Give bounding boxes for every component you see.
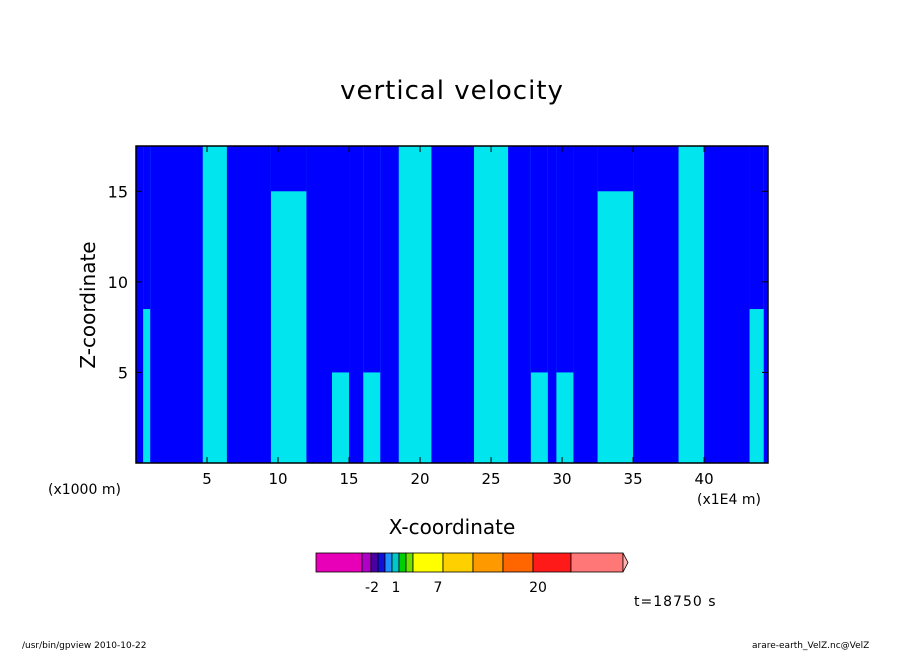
x-axis-unit-right: (x1E4 m) <box>697 492 761 508</box>
x-tick-label: 35 <box>624 470 643 488</box>
colorbar-cell <box>502 552 534 573</box>
plot-frame <box>135 145 769 464</box>
colorbar-cell <box>472 552 504 573</box>
colorbar-cell <box>570 552 624 573</box>
negative-region <box>431 146 475 463</box>
x-axis-label: X-coordinate <box>388 515 516 539</box>
negative-region <box>704 146 750 463</box>
colorbar-cell <box>384 552 393 573</box>
colorbar-arrow <box>622 552 629 573</box>
footer-file-info: arare-earth_VelZ.nc@VelZ <box>752 641 870 651</box>
negative-region <box>633 146 679 463</box>
x-tick-label: 5 <box>202 470 212 488</box>
colorbar-cell <box>405 552 414 573</box>
colorbar-cell <box>377 552 386 573</box>
negative-region <box>749 146 764 310</box>
footer-program-info: /usr/bin/gpview 2010-10-22 <box>22 641 147 651</box>
negative-region <box>363 146 381 373</box>
x-tick-label: 15 <box>339 470 358 488</box>
negative-region <box>763 146 768 463</box>
negative-region <box>508 146 531 463</box>
negative-region <box>349 146 364 463</box>
time-label: t=18750 s <box>634 594 717 610</box>
negative-region <box>331 146 350 373</box>
x-tick-label: 40 <box>695 470 714 488</box>
negative-region <box>136 146 144 463</box>
colorbar-tick-label: 20 <box>529 580 547 596</box>
colorbar-cell <box>370 552 379 573</box>
y-tick-label: 5 <box>118 363 128 382</box>
y-tick-label: 15 <box>108 182 128 201</box>
contour-field <box>136 146 768 463</box>
x-tick-label: 25 <box>482 470 501 488</box>
x-tick-label: 20 <box>410 470 429 488</box>
colorbar-cell <box>315 552 363 573</box>
negative-region <box>143 146 151 310</box>
colorbar-tick-label: 1 <box>392 580 401 596</box>
colorbar: -2 1 7 20 <box>315 552 629 596</box>
colorbar-cell <box>442 552 474 573</box>
x-tick-label: 30 <box>553 470 572 488</box>
colorbar-tick-label: 7 <box>434 580 443 596</box>
colorbar-cell <box>391 552 400 573</box>
negative-region <box>556 146 574 373</box>
negative-region <box>597 146 634 192</box>
x-tick-label: 10 <box>268 470 287 488</box>
colorbar-tick-label: -2 <box>365 580 379 596</box>
axes: 5 10 15 20 25 30 35 40 5 10 15 <box>108 146 768 488</box>
colorbar-cell <box>398 552 407 573</box>
negative-region <box>380 146 399 463</box>
negative-region <box>573 146 598 463</box>
negative-region <box>530 146 548 373</box>
colorbar-cell <box>412 552 444 573</box>
y-tick-label: 10 <box>108 273 128 292</box>
negative-region <box>226 146 271 463</box>
negative-region <box>306 146 332 463</box>
negative-region <box>150 146 203 463</box>
x-axis-unit-left: (x1000 m) <box>48 482 121 498</box>
negative-region <box>547 146 557 463</box>
colorbar-cell <box>361 552 372 573</box>
negative-region <box>270 146 307 192</box>
colorbar-cell <box>532 552 572 573</box>
chart-title: vertical velocity <box>340 76 564 106</box>
